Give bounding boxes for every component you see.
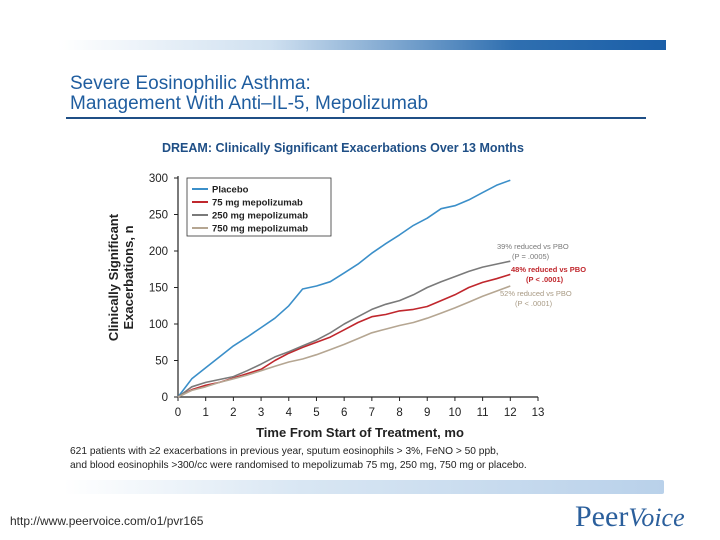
title-divider <box>66 117 646 119</box>
chart-title: DREAM: Clinically Significant Exacerbati… <box>162 141 524 155</box>
x-tick-label: 1 <box>202 407 208 419</box>
x-tick-label: 0 <box>175 407 181 419</box>
y-tick-label: 150 <box>149 283 168 295</box>
y-tick-label: 100 <box>149 319 168 331</box>
legend-label-1: 75 mg mepolizumab <box>212 198 303 209</box>
bottom-decorative-band <box>64 480 664 494</box>
slide-title-line2: Management With Anti–IL-5, Mepolizumab <box>70 93 429 114</box>
y-tick-label: 200 <box>149 246 168 258</box>
top-decorative-band <box>58 40 666 50</box>
x-tick-label: 5 <box>313 407 319 419</box>
x-tick-label: 2 <box>230 407 236 419</box>
annotation-1-line2: (P < .0001) <box>526 275 564 284</box>
x-tick-label: 8 <box>396 407 402 419</box>
peervoice-logo: PeerVoice <box>575 502 685 533</box>
x-tick-label: 11 <box>477 407 489 419</box>
annotation-0-line2: (P = .0005) <box>512 252 550 261</box>
annotation-2-line1: 52% reduced vs PBO <box>500 289 572 298</box>
legend-box <box>186 177 332 237</box>
annotation-2-line2: (P < .0001) <box>515 299 553 308</box>
y-tick-label: 0 <box>162 392 168 404</box>
logo-voice: Voice <box>628 503 685 532</box>
legend-label-0: Placebo <box>212 185 249 196</box>
x-tick-label: 9 <box>424 407 430 419</box>
study-footnote: 621 patients with ≥2 exacerbations in pr… <box>70 445 630 472</box>
y-tick-label: 50 <box>155 356 168 368</box>
series-line-2 <box>177 260 511 398</box>
y-axis-label-line2: Exacerbations, n <box>121 225 136 329</box>
annotation-0-line1: 39% reduced vs PBO <box>497 242 569 251</box>
x-tick-label: 7 <box>369 407 375 419</box>
x-axis-label: Time From Start of Treatment, mo <box>256 425 464 440</box>
y-tick-label: 300 <box>149 173 168 185</box>
footnote-line2: and blood eosinophils >300/cc were rando… <box>70 459 527 471</box>
footnote-line1: 621 patients with ≥2 exacerbations in pr… <box>70 446 499 457</box>
x-tick-label: 10 <box>449 407 462 419</box>
y-tick-label: 250 <box>149 210 168 222</box>
x-tick-label: 12 <box>504 407 517 419</box>
series-line-1 <box>177 273 511 398</box>
slide-title: Severe Eosinophilic Asthma: Management W… <box>70 74 428 114</box>
annotation-1-line1: 48% reduced vs PBO <box>511 265 586 274</box>
legend-label-3: 750 mg mepolizumab <box>212 224 308 235</box>
logo-peer: Peer <box>575 500 629 533</box>
series-line-0 <box>177 179 511 398</box>
y-axis-label-line1: Clinically Significant <box>106 213 121 341</box>
x-tick-label: 3 <box>258 407 264 419</box>
x-tick-label: 4 <box>286 407 293 419</box>
slide-title-line1: Severe Eosinophilic Asthma: <box>70 73 311 94</box>
x-tick-label: 13 <box>532 407 545 419</box>
source-url[interactable]: http://www.peervoice.com/o1/pvr165 <box>10 514 204 528</box>
x-tick-label: 6 <box>341 407 347 419</box>
legend-label-2: 250 mg mepolizumab <box>212 211 308 222</box>
series-line-3 <box>177 285 511 398</box>
